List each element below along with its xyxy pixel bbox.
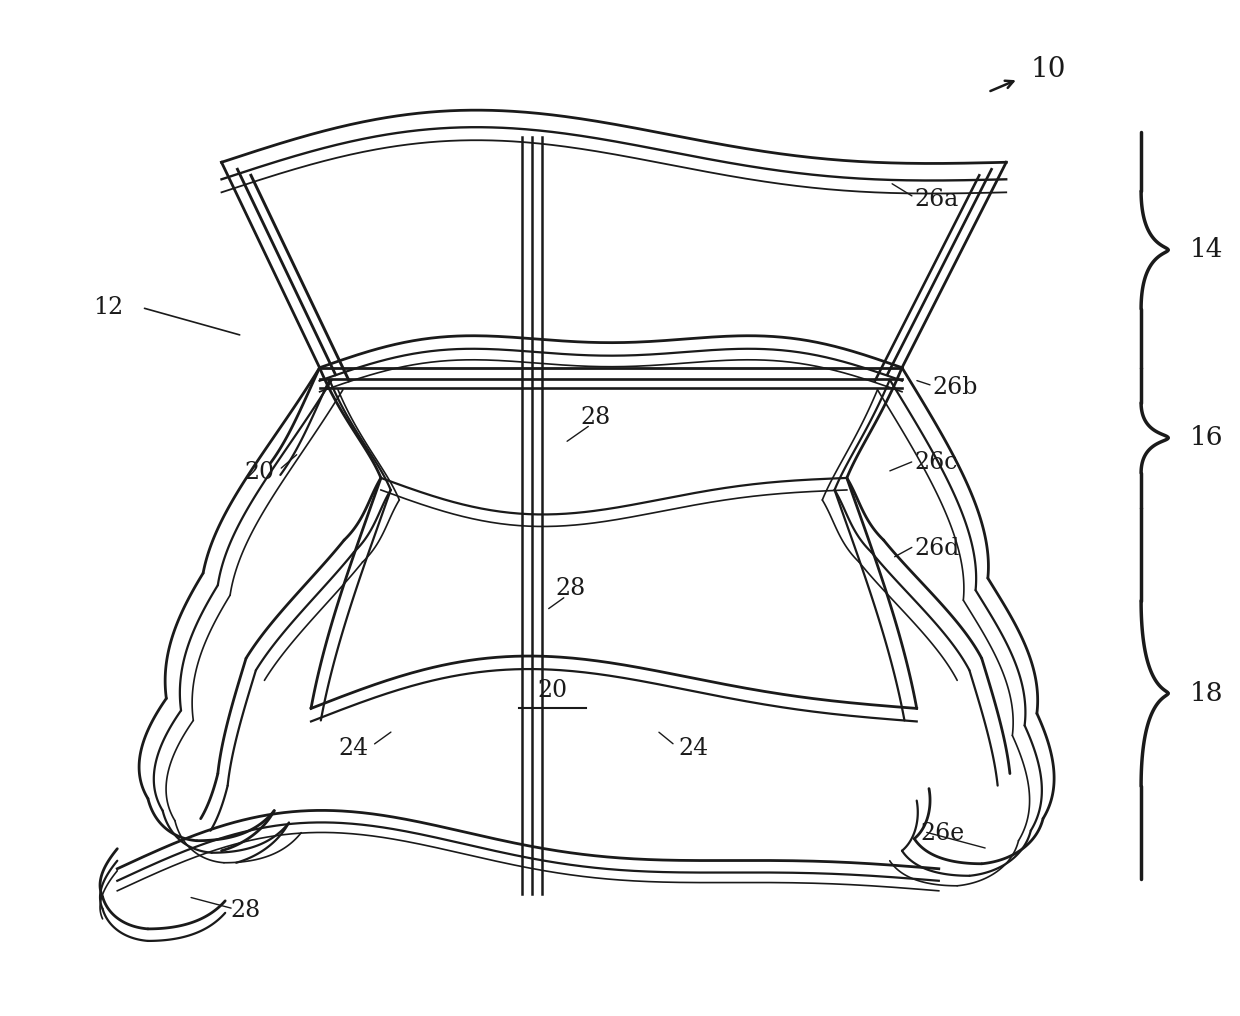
Text: 20: 20 bbox=[537, 679, 568, 702]
Text: 26a: 26a bbox=[914, 188, 959, 211]
Text: 20: 20 bbox=[244, 461, 274, 485]
Text: 14: 14 bbox=[1190, 238, 1224, 262]
Text: 26e: 26e bbox=[920, 822, 965, 845]
Text: 26b: 26b bbox=[932, 376, 978, 399]
Text: 24: 24 bbox=[678, 737, 709, 760]
Text: 18: 18 bbox=[1190, 681, 1224, 706]
Text: 12: 12 bbox=[93, 296, 124, 319]
Text: 26c: 26c bbox=[914, 451, 957, 474]
Text: 16: 16 bbox=[1190, 426, 1224, 450]
Text: 28: 28 bbox=[556, 577, 587, 599]
Text: 26d: 26d bbox=[914, 536, 960, 560]
Text: 10: 10 bbox=[1030, 56, 1066, 82]
Text: 28: 28 bbox=[580, 406, 610, 430]
Text: 28: 28 bbox=[231, 899, 262, 923]
Text: 24: 24 bbox=[339, 737, 368, 760]
